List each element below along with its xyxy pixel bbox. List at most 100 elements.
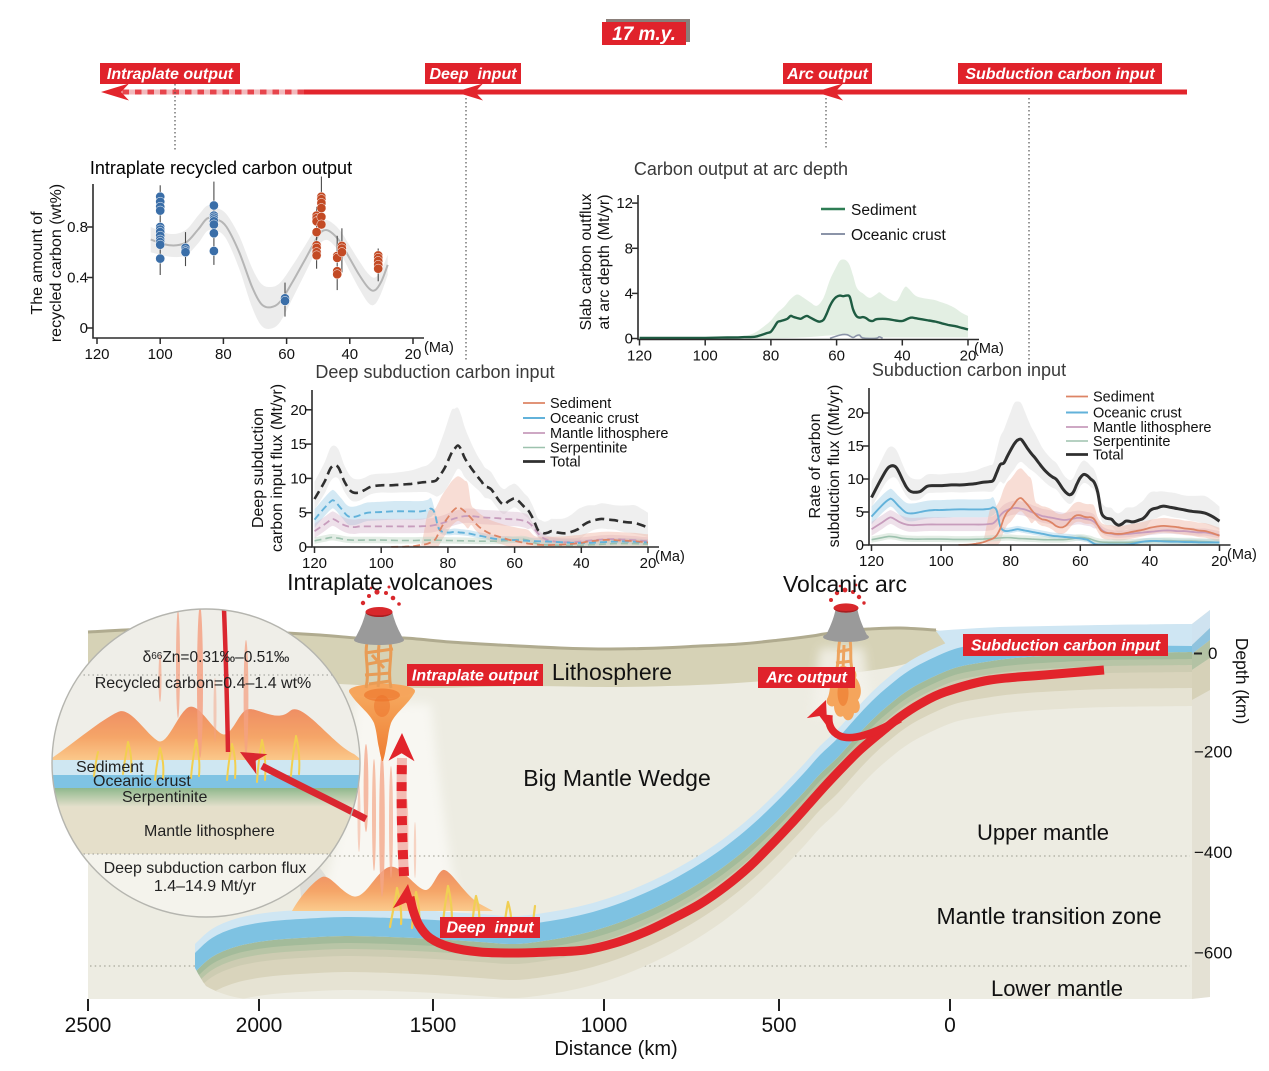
svg-text:20: 20 <box>405 346 422 363</box>
svg-text:40: 40 <box>894 348 911 365</box>
svg-text:80: 80 <box>1002 553 1019 570</box>
svg-text:Intraplate recycled carbon out: Intraplate recycled carbon output <box>90 158 352 178</box>
svg-text:Slab carbon outflux: Slab carbon outflux <box>578 194 595 331</box>
svg-text:(Ma): (Ma) <box>1227 547 1257 563</box>
svg-text:0: 0 <box>856 537 864 554</box>
svg-text:Oceanic crust: Oceanic crust <box>1093 406 1182 422</box>
svg-text:Sediment: Sediment <box>851 202 917 219</box>
svg-text:Lithosphere: Lithosphere <box>552 659 672 685</box>
svg-text:Sediment: Sediment <box>76 759 144 776</box>
svg-text:1.4–14.9 Mt/yr: 1.4–14.9 Mt/yr <box>154 878 257 895</box>
svg-text:10: 10 <box>290 470 307 487</box>
svg-text:Mantle lithosphere: Mantle lithosphere <box>1093 420 1212 436</box>
svg-text:2000: 2000 <box>236 1014 283 1037</box>
svg-text:Subduction carbon input: Subduction carbon input <box>971 638 1161 655</box>
svg-text:20: 20 <box>847 405 864 422</box>
svg-text:recycled carbon (wt%): recycled carbon (wt%) <box>48 184 65 342</box>
svg-text:40: 40 <box>1142 553 1159 570</box>
svg-text:0: 0 <box>80 320 88 337</box>
svg-text:Deep input: Deep input <box>446 920 534 937</box>
svg-text:20: 20 <box>1211 553 1228 570</box>
svg-text:60: 60 <box>1072 553 1089 570</box>
svg-text:Volcanic arc: Volcanic arc <box>783 571 907 597</box>
svg-text:Subduction carbon input: Subduction carbon input <box>872 360 1066 380</box>
svg-text:Deep subduction: Deep subduction <box>250 408 267 528</box>
svg-text:60: 60 <box>506 555 523 572</box>
svg-text:1500: 1500 <box>410 1014 457 1037</box>
svg-text:100: 100 <box>369 555 394 572</box>
svg-text:0: 0 <box>1208 644 1217 663</box>
svg-text:17 m.y.: 17 m.y. <box>612 24 676 45</box>
svg-text:40: 40 <box>341 346 358 363</box>
svg-text:100: 100 <box>929 553 954 570</box>
svg-text:Total: Total <box>550 455 581 471</box>
svg-text:Serpentinite: Serpentinite <box>122 789 207 806</box>
svg-text:4: 4 <box>625 285 633 302</box>
svg-text:Arc output: Arc output <box>765 670 848 687</box>
svg-text:Deep subduction carbon input: Deep subduction carbon input <box>315 362 554 382</box>
svg-text:Rate of carbon: Rate of carbon <box>807 414 824 519</box>
svg-text:δ66Zn=0.31‰–0.51‰: δ66Zn=0.31‰–0.51‰ <box>143 649 290 666</box>
svg-text:Deep subduction carbon flux: Deep subduction carbon flux <box>104 860 307 877</box>
svg-text:2500: 2500 <box>65 1014 112 1037</box>
svg-text:10: 10 <box>847 471 864 488</box>
svg-text:100: 100 <box>148 346 173 363</box>
svg-text:0.8: 0.8 <box>67 219 88 236</box>
svg-text:Depth (km): Depth (km) <box>1232 638 1252 725</box>
svg-text:(Ma): (Ma) <box>974 341 1004 357</box>
svg-text:0: 0 <box>625 331 633 348</box>
svg-text:5: 5 <box>856 504 864 521</box>
svg-text:60: 60 <box>828 348 845 365</box>
svg-text:120: 120 <box>84 346 109 363</box>
svg-text:Intraplate output: Intraplate output <box>412 668 539 685</box>
svg-text:20: 20 <box>960 348 977 365</box>
svg-text:Deep input: Deep input <box>429 66 517 83</box>
svg-text:0: 0 <box>944 1014 956 1037</box>
svg-text:Mantle transition zone: Mantle transition zone <box>936 903 1161 929</box>
svg-text:5: 5 <box>299 505 307 522</box>
svg-text:0: 0 <box>299 539 307 556</box>
svg-text:60: 60 <box>278 346 295 363</box>
svg-text:Total: Total <box>1093 448 1124 464</box>
svg-text:subduction flux ((Mt/yr): subduction flux ((Mt/yr) <box>826 385 843 548</box>
svg-text:8: 8 <box>625 240 633 257</box>
svg-text:80: 80 <box>440 555 457 572</box>
svg-text:Carbon output at arc depth: Carbon output at arc depth <box>634 159 848 179</box>
svg-text:Mantle lithosphere: Mantle lithosphere <box>550 426 669 442</box>
svg-text:80: 80 <box>763 348 780 365</box>
svg-text:(Ma): (Ma) <box>424 340 454 356</box>
svg-text:1000: 1000 <box>581 1014 628 1037</box>
svg-text:500: 500 <box>761 1014 796 1037</box>
svg-text:15: 15 <box>847 438 864 455</box>
svg-text:Mantle lithosphere: Mantle lithosphere <box>144 823 275 840</box>
svg-text:Lower mantle: Lower mantle <box>991 976 1123 1001</box>
svg-text:100: 100 <box>693 348 718 365</box>
svg-text:15: 15 <box>290 436 307 453</box>
svg-text:(Ma): (Ma) <box>655 549 685 565</box>
svg-text:80: 80 <box>215 346 232 363</box>
svg-text:carbon input flux (Mt/yr): carbon input flux (Mt/yr) <box>269 384 286 552</box>
svg-text:Serpentinite: Serpentinite <box>1093 434 1170 450</box>
svg-text:0.4: 0.4 <box>67 270 88 287</box>
svg-text:Serpentinite: Serpentinite <box>550 441 627 457</box>
svg-text:12: 12 <box>616 195 633 212</box>
svg-text:Oceanic crust: Oceanic crust <box>93 773 191 790</box>
svg-text:Sediment: Sediment <box>1093 390 1154 406</box>
svg-text:Recycled carbon=0.4–1.4 wt%: Recycled carbon=0.4–1.4 wt% <box>95 675 312 692</box>
svg-text:Arc output: Arc output <box>786 66 869 83</box>
svg-text:Oceanic crust: Oceanic crust <box>851 227 946 244</box>
svg-text:Intraplate output: Intraplate output <box>107 66 234 83</box>
svg-text:120: 120 <box>627 348 652 365</box>
svg-text:Upper mantle: Upper mantle <box>977 820 1109 845</box>
svg-text:Intraplate volcanoes: Intraplate volcanoes <box>287 569 493 595</box>
svg-text:40: 40 <box>573 555 590 572</box>
svg-text:−200: −200 <box>1194 743 1232 762</box>
svg-text:Oceanic crust: Oceanic crust <box>550 411 639 427</box>
svg-text:120: 120 <box>302 555 327 572</box>
svg-text:Distance (km): Distance (km) <box>554 1038 677 1060</box>
svg-text:Sediment: Sediment <box>550 396 611 412</box>
svg-text:20: 20 <box>640 555 657 572</box>
svg-text:at arc depth (Mt/yr): at arc depth (Mt/yr) <box>596 194 613 329</box>
svg-text:Big Mantle Wedge: Big Mantle Wedge <box>523 765 711 791</box>
svg-text:−600: −600 <box>1194 944 1232 963</box>
